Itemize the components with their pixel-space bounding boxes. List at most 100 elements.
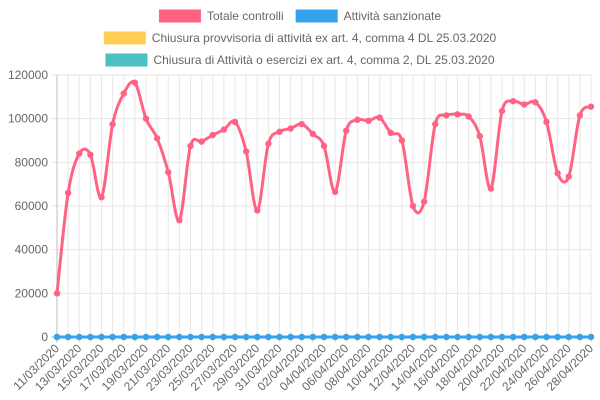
data-point[interactable] — [220, 333, 228, 341]
data-point[interactable] — [298, 120, 305, 128]
data-point[interactable] — [343, 127, 350, 134]
data-point[interactable] — [543, 333, 550, 341]
data-point[interactable] — [53, 290, 61, 297]
data-point[interactable] — [331, 333, 339, 341]
data-point[interactable] — [476, 333, 483, 341]
data-point[interactable] — [153, 135, 161, 142]
data-point[interactable] — [231, 118, 239, 126]
data-point[interactable] — [532, 99, 539, 106]
data-point[interactable] — [343, 333, 350, 341]
data-point[interactable] — [543, 118, 550, 126]
data-point[interactable] — [276, 128, 283, 135]
data-point[interactable] — [565, 173, 572, 180]
data-point[interactable] — [220, 126, 228, 133]
data-point[interactable] — [142, 115, 150, 122]
data-point[interactable] — [365, 333, 372, 341]
data-point[interactable] — [309, 130, 317, 138]
data-point[interactable] — [532, 333, 539, 341]
legend-item-attivit-sanzionate[interactable]: Attività sanzionate — [295, 9, 442, 23]
data-point[interactable] — [576, 333, 584, 341]
data-point[interactable] — [153, 333, 161, 341]
data-point[interactable] — [331, 188, 339, 196]
data-point[interactable] — [87, 333, 94, 341]
data-point[interactable] — [387, 333, 394, 341]
data-point[interactable] — [376, 333, 383, 341]
data-point[interactable] — [420, 333, 428, 341]
data-point[interactable] — [165, 333, 172, 341]
data-point[interactable] — [242, 333, 250, 341]
data-point[interactable] — [64, 189, 72, 197]
data-point[interactable] — [198, 333, 205, 341]
data-point[interactable] — [209, 333, 216, 341]
data-point[interactable] — [409, 202, 417, 210]
data-point[interactable] — [131, 79, 139, 86]
legend-item-chiusura-provvisoria-di-attivit-ex-art-4-comma-4-dl-25-03-2020[interactable]: Chiusura provvisoria di attività ex art.… — [103, 31, 497, 45]
data-point[interactable] — [554, 333, 561, 341]
data-point[interactable] — [443, 112, 450, 119]
data-point[interactable] — [98, 333, 105, 341]
data-point[interactable] — [487, 333, 495, 341]
data-point[interactable] — [465, 333, 472, 341]
data-point[interactable] — [64, 333, 72, 341]
data-point[interactable] — [398, 333, 406, 341]
data-point[interactable] — [287, 333, 294, 341]
data-point[interactable] — [521, 101, 528, 108]
data-point[interactable] — [120, 333, 127, 341]
data-point[interactable] — [509, 333, 517, 341]
data-point[interactable] — [53, 333, 61, 341]
data-point[interactable] — [165, 168, 172, 176]
data-point[interactable] — [176, 333, 183, 341]
data-point[interactable] — [420, 198, 428, 205]
data-point[interactable] — [109, 120, 116, 128]
data-point[interactable] — [176, 216, 183, 224]
data-point[interactable] — [587, 333, 595, 341]
data-point[interactable] — [465, 113, 472, 120]
data-point[interactable] — [76, 150, 83, 157]
data-point[interactable] — [365, 117, 372, 125]
legend-item-totale-controlli[interactable]: Totale controlli — [158, 9, 284, 23]
data-point[interactable] — [320, 333, 328, 341]
data-point[interactable] — [187, 142, 194, 150]
data-point[interactable] — [509, 98, 517, 105]
data-point[interactable] — [376, 114, 383, 121]
data-point[interactable] — [443, 333, 450, 341]
data-point[interactable] — [454, 111, 461, 118]
data-point[interactable] — [398, 137, 406, 144]
data-point[interactable] — [198, 138, 205, 145]
data-point[interactable] — [298, 333, 305, 341]
data-point[interactable] — [432, 120, 439, 128]
legend-item-chiusura-di-attivit-o-esercizi-ex-art-4-comma-2-dl-25-03-2020[interactable]: Chiusura di Attività o esercizi ex art. … — [105, 53, 495, 67]
data-point[interactable] — [209, 131, 216, 139]
data-point[interactable] — [521, 333, 528, 341]
data-point[interactable] — [142, 333, 150, 341]
data-point[interactable] — [354, 333, 361, 341]
data-point[interactable] — [276, 333, 283, 341]
data-point[interactable] — [320, 142, 328, 150]
data-point[interactable] — [87, 151, 94, 158]
data-point[interactable] — [454, 333, 461, 341]
data-point[interactable] — [309, 333, 317, 341]
data-point[interactable] — [487, 185, 495, 192]
data-point[interactable] — [387, 129, 394, 137]
data-point[interactable] — [498, 107, 506, 115]
data-point[interactable] — [109, 333, 116, 341]
data-point[interactable] — [354, 116, 361, 123]
data-point[interactable] — [131, 333, 139, 341]
data-point[interactable] — [432, 333, 439, 341]
data-point[interactable] — [576, 112, 584, 119]
data-point[interactable] — [98, 194, 105, 201]
data-point[interactable] — [254, 207, 261, 214]
data-point[interactable] — [254, 333, 261, 341]
data-point[interactable] — [265, 140, 272, 147]
data-point[interactable] — [120, 90, 127, 97]
data-point[interactable] — [187, 333, 194, 341]
data-point[interactable] — [242, 148, 250, 155]
data-point[interactable] — [231, 333, 239, 341]
data-point[interactable] — [476, 132, 483, 140]
data-point[interactable] — [498, 333, 506, 341]
data-point[interactable] — [565, 333, 572, 341]
data-point[interactable] — [409, 333, 417, 341]
data-point[interactable] — [587, 103, 595, 110]
data-point[interactable] — [287, 125, 294, 132]
data-point[interactable] — [76, 333, 83, 341]
